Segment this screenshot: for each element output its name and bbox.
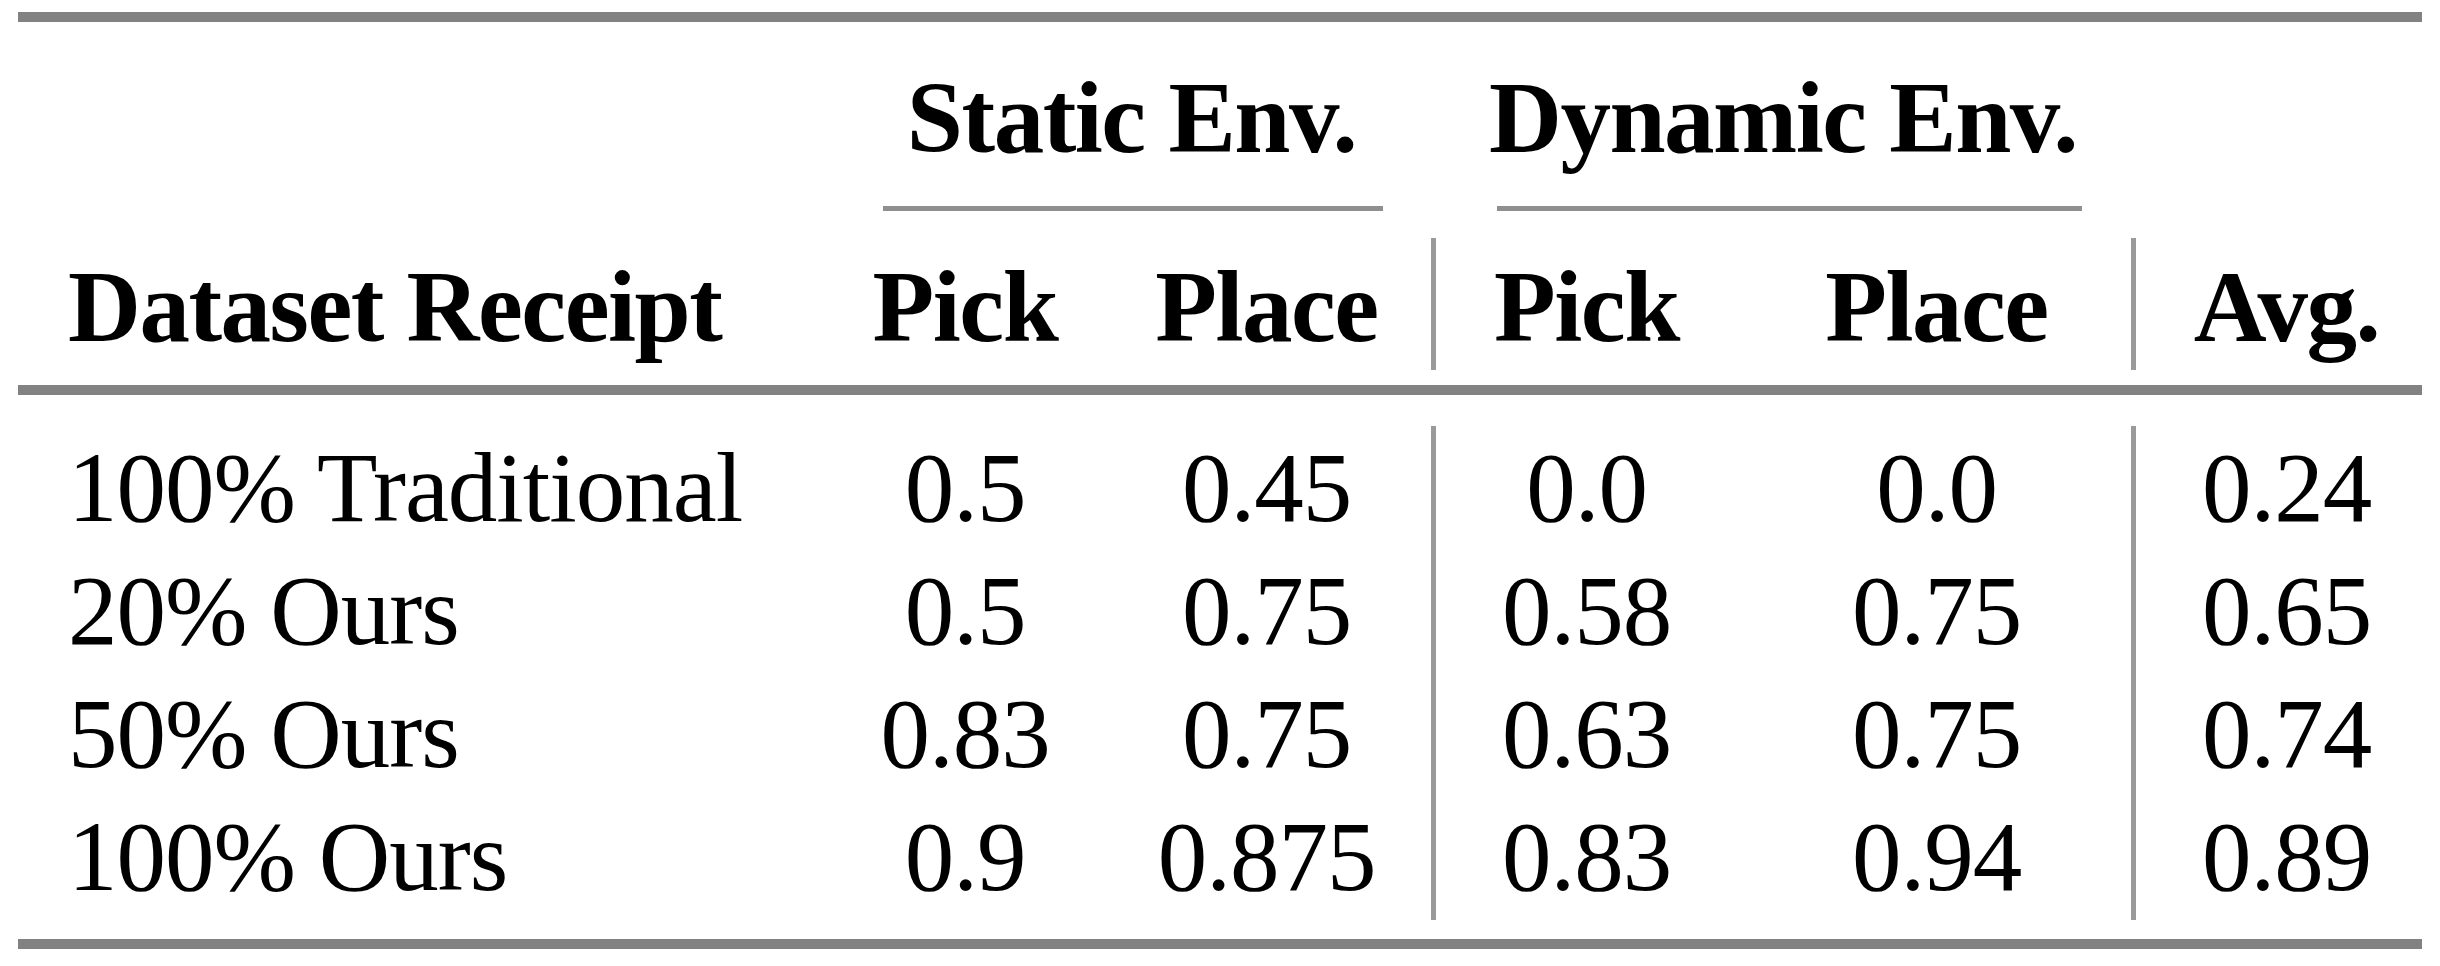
cell-static-pick: 0.9 [830, 795, 1100, 918]
cell-dynamic-pick: 0.58 [1433, 549, 1740, 672]
cell-dynamic-place: 0.75 [1740, 672, 2133, 795]
cell-dynamic-pick: 0.0 [1433, 426, 1740, 549]
cell-static-pick: 0.5 [830, 549, 1100, 672]
table-row-50pct-ours: 50% Ours 0.83 0.75 0.63 0.75 0.74 [0, 672, 2440, 795]
col-header-dynamic-pick: Pick [1433, 228, 1740, 385]
cell-avg: 0.65 [2133, 549, 2440, 672]
cell-dynamic-place: 0.94 [1740, 795, 2133, 918]
row-label: 100% Ours [0, 795, 830, 918]
cell-dynamic-pick: 0.83 [1433, 795, 1740, 918]
body-divider-right [2131, 426, 2136, 920]
table-row-100pct-traditional: 100% Traditional 0.5 0.45 0.0 0.0 0.24 [0, 426, 2440, 549]
group-header-dynamic-env: Dynamic Env. [1433, 48, 2133, 188]
results-table: Static Env. Dynamic Env. Dataset Receipt… [0, 0, 2440, 966]
col-header-dataset-receipt: Dataset Receipt [0, 228, 830, 385]
bottom-rule [18, 939, 2422, 949]
cell-static-place: 0.75 [1100, 549, 1433, 672]
cell-static-place: 0.45 [1100, 426, 1433, 549]
cell-static-pick: 0.83 [830, 672, 1100, 795]
dynamic-env-underline [1497, 206, 2082, 211]
static-env-underline [883, 206, 1383, 211]
group-header-static-env: Static Env. [830, 48, 1433, 188]
row-label: 50% Ours [0, 672, 830, 795]
column-header-row: Dataset Receipt Pick Place Pick Place Av… [0, 228, 2440, 385]
cell-dynamic-pick: 0.63 [1433, 672, 1740, 795]
cell-dynamic-place: 0.0 [1740, 426, 2133, 549]
body-divider-left [1431, 426, 1436, 920]
header-divider-left [1431, 238, 1436, 370]
col-header-avg: Avg. [2133, 228, 2440, 385]
col-header-static-place: Place [1100, 228, 1433, 385]
col-header-dynamic-place: Place [1740, 228, 2133, 385]
cell-static-place: 0.75 [1100, 672, 1433, 795]
cell-static-pick: 0.5 [830, 426, 1100, 549]
row-label: 20% Ours [0, 549, 830, 672]
table-row-20pct-ours: 20% Ours 0.5 0.75 0.58 0.75 0.65 [0, 549, 2440, 672]
row-label: 100% Traditional [0, 426, 830, 549]
col-header-static-pick: Pick [830, 228, 1100, 385]
cell-dynamic-place: 0.75 [1740, 549, 2133, 672]
top-rule [18, 12, 2422, 22]
cell-avg: 0.89 [2133, 795, 2440, 918]
table-row-100pct-ours: 100% Ours 0.9 0.875 0.83 0.94 0.89 [0, 795, 2440, 918]
cell-avg: 0.74 [2133, 672, 2440, 795]
cell-avg: 0.24 [2133, 426, 2440, 549]
header-divider-right [2131, 238, 2136, 370]
mid-rule [18, 385, 2422, 395]
cell-static-place: 0.875 [1100, 795, 1433, 918]
